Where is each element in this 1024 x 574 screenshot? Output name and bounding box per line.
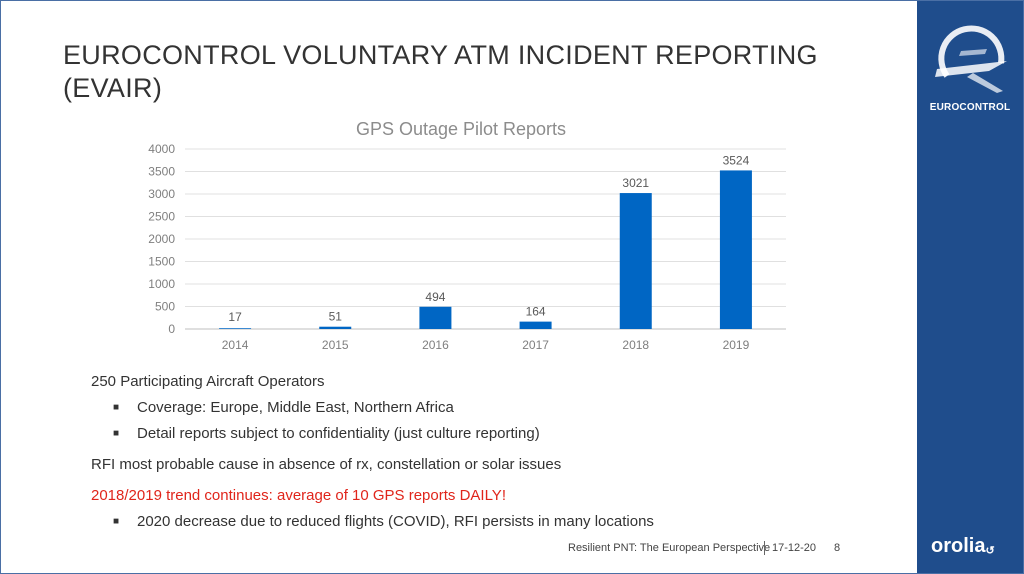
orolia-swirl-icon: ↺ bbox=[985, 545, 995, 557]
brand-sidebar: EUROCONTROL orolia↺ bbox=[917, 1, 1023, 573]
bullet-icon: ■ bbox=[113, 516, 120, 527]
data-label: 51 bbox=[329, 310, 343, 324]
eurocontrol-logo-icon bbox=[935, 25, 1007, 93]
x-tick-label: 2015 bbox=[322, 338, 349, 352]
rfi-text: RFI most probable cause in absence of rx… bbox=[91, 456, 562, 473]
eurocontrol-logo-text: EUROCONTROL bbox=[929, 102, 1011, 113]
orolia-logo: orolia↺ bbox=[931, 535, 995, 558]
data-label: 17 bbox=[228, 310, 242, 324]
bar-chart: GPS Outage Pilot Reports 0 500 1000 1500 200… bbox=[131, 111, 791, 361]
chart-canvas: 0 500 1000 1500 2000 2500 3000 3500 4000 17 2014 51… bbox=[148, 142, 786, 352]
y-tick-label: 3500 bbox=[148, 165, 175, 179]
bullet-text: Coverage: Europe, Middle East, Northern … bbox=[137, 399, 454, 416]
bar bbox=[519, 321, 552, 329]
x-tick-label: 2014 bbox=[222, 338, 249, 352]
bullet-covid: ■ 2020 decrease due to reduced flights (C… bbox=[113, 513, 654, 530]
x-tick-label: 2017 bbox=[522, 338, 549, 352]
bullet-icon: ■ bbox=[113, 402, 120, 413]
x-tick-label: 2019 bbox=[723, 338, 750, 352]
y-tick-label: 1000 bbox=[148, 277, 175, 291]
x-tick-label: 2018 bbox=[622, 338, 649, 352]
footer-date: 17-12-20 bbox=[772, 542, 817, 554]
y-tick-label: 500 bbox=[155, 300, 175, 314]
bullet-coverage: ■ Coverage: Europe, Middle East, Northern… bbox=[113, 399, 454, 416]
bar bbox=[619, 193, 652, 329]
data-label: 164 bbox=[526, 305, 546, 319]
bar bbox=[219, 328, 252, 329]
chart-title: GPS Outage Pilot Reports bbox=[355, 119, 567, 139]
footer-presentation-title: Resilient PNT: The European Perspective bbox=[568, 542, 771, 554]
page-number: 8 bbox=[834, 542, 841, 554]
data-label: 3021 bbox=[622, 176, 649, 190]
footer-separator bbox=[764, 541, 765, 555]
x-tick-label: 2016 bbox=[422, 338, 449, 352]
data-label: 494 bbox=[425, 290, 445, 304]
bar bbox=[319, 326, 352, 329]
bar bbox=[419, 306, 452, 329]
y-tick-label: 4000 bbox=[148, 142, 175, 156]
operators-text: 250 Participating Aircraft Operators bbox=[91, 373, 325, 390]
bullet-icon: ■ bbox=[113, 428, 120, 439]
bar bbox=[719, 170, 752, 329]
y-tick-label: 2000 bbox=[148, 232, 175, 246]
y-tick-label: 2500 bbox=[148, 210, 175, 224]
trend-text: 2018/2019 trend continues: average of 10… bbox=[91, 487, 506, 504]
slide-title: EUROCONTROL VOLUNTARY ATM INCIDENT REPOR… bbox=[63, 40, 818, 103]
bullet-text: Detail reports subject to confidentialit… bbox=[137, 425, 540, 442]
orolia-logo-text: orolia bbox=[931, 535, 986, 557]
y-tick-label: 1500 bbox=[148, 255, 175, 269]
bullet-confidentiality: ■ Detail reports subject to confidentiali… bbox=[113, 425, 540, 442]
bullet-text: 2020 decrease due to reduced flights (CO… bbox=[137, 513, 654, 530]
y-tick-label: 0 bbox=[168, 322, 175, 336]
y-tick-label: 3000 bbox=[148, 187, 175, 201]
data-label: 3524 bbox=[723, 153, 750, 167]
